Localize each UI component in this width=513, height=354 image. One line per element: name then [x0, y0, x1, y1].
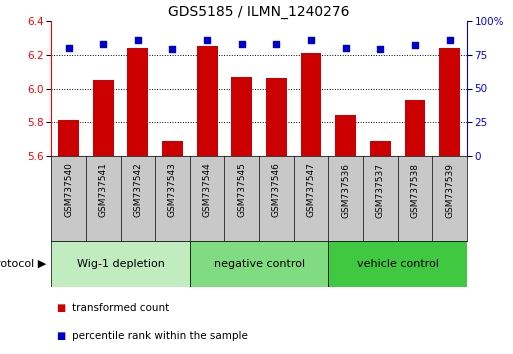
Point: [168, 47, 176, 52]
Bar: [370, 141, 390, 156]
Bar: [231, 77, 252, 156]
Point: [342, 45, 350, 51]
Text: GSM737545: GSM737545: [237, 162, 246, 217]
Bar: [328, 241, 467, 287]
Text: GSM737546: GSM737546: [272, 162, 281, 217]
Text: GSM737537: GSM737537: [376, 162, 385, 218]
Point: [272, 41, 281, 47]
Point: [65, 45, 73, 51]
Text: protocol ▶: protocol ▶: [0, 259, 46, 269]
Text: transformed count: transformed count: [72, 303, 169, 313]
Bar: [190, 241, 328, 287]
Point: [134, 37, 142, 43]
Point: [445, 37, 453, 43]
Text: GSM737547: GSM737547: [306, 162, 315, 217]
Text: ■: ■: [56, 331, 66, 341]
Bar: [336, 115, 356, 156]
Bar: [197, 46, 218, 156]
Text: Wig-1 depletion: Wig-1 depletion: [76, 259, 165, 269]
Text: GSM737538: GSM737538: [410, 162, 420, 218]
Point: [203, 37, 211, 43]
Text: GSM737539: GSM737539: [445, 162, 454, 218]
Point: [411, 42, 419, 48]
Point: [238, 41, 246, 47]
Bar: [51, 241, 190, 287]
Bar: [127, 48, 148, 156]
Text: GDS5185 / ILMN_1240276: GDS5185 / ILMN_1240276: [168, 5, 350, 19]
Text: percentile rank within the sample: percentile rank within the sample: [72, 331, 248, 341]
Text: vehicle control: vehicle control: [357, 259, 439, 269]
Text: GSM737536: GSM737536: [341, 162, 350, 218]
Text: GSM737541: GSM737541: [98, 162, 108, 217]
Point: [376, 47, 384, 52]
Text: GSM737544: GSM737544: [203, 162, 212, 217]
Point: [99, 41, 107, 47]
Bar: [58, 120, 79, 156]
Text: GSM737542: GSM737542: [133, 162, 143, 217]
Point: [307, 37, 315, 43]
Bar: [266, 79, 287, 156]
Text: negative control: negative control: [213, 259, 305, 269]
Text: ■: ■: [56, 303, 66, 313]
Bar: [93, 80, 114, 156]
Bar: [162, 141, 183, 156]
Bar: [404, 100, 425, 156]
Bar: [301, 53, 321, 156]
Bar: [439, 48, 460, 156]
Text: GSM737543: GSM737543: [168, 162, 177, 217]
Text: GSM737540: GSM737540: [64, 162, 73, 217]
